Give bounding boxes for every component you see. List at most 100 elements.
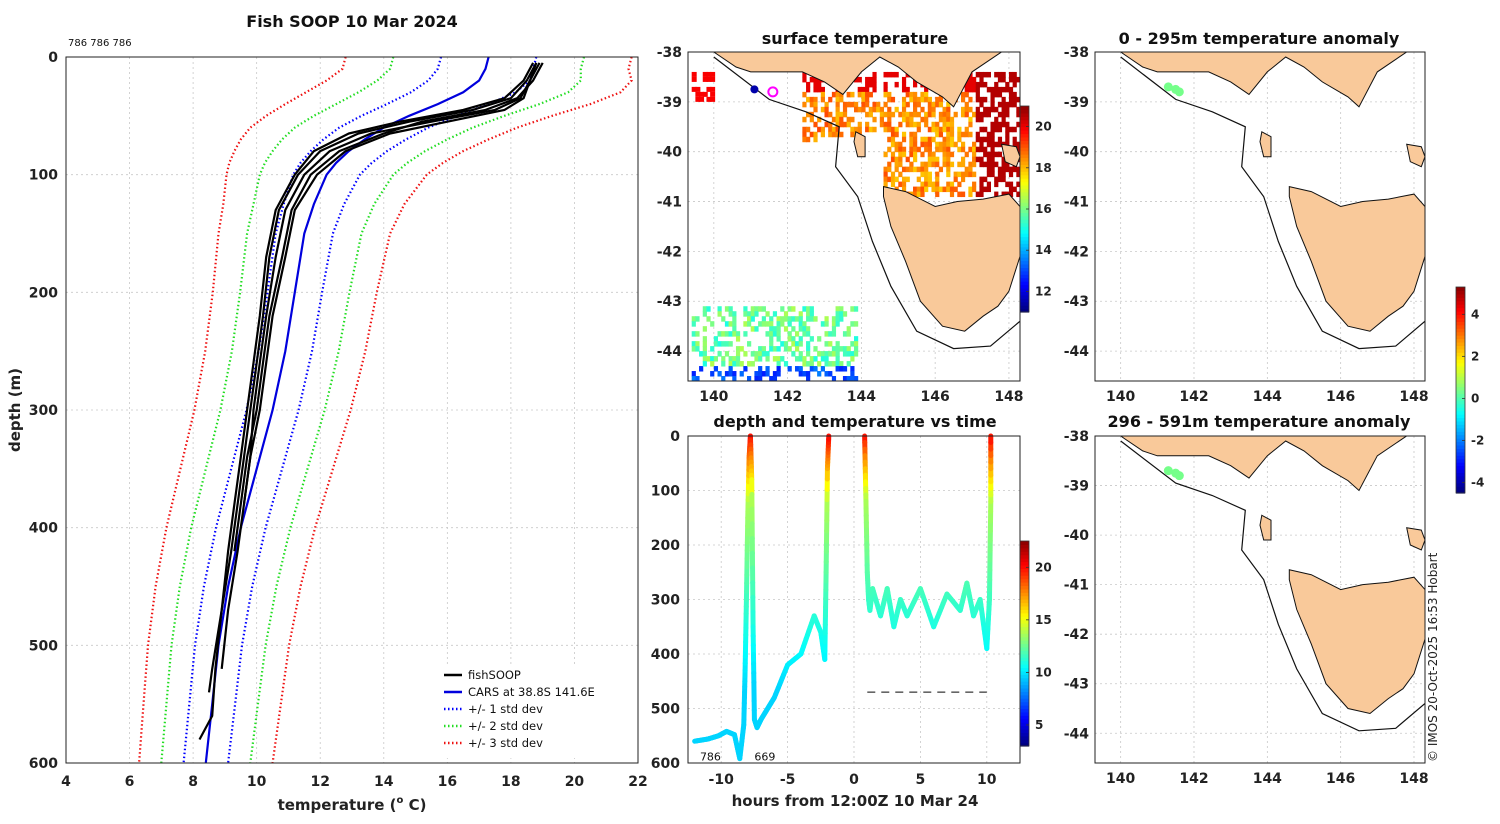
colorbar-segment (1456, 366, 1465, 370)
sst-pixel (946, 137, 950, 142)
y-tick-label: 100 (29, 168, 58, 184)
colorbar-segment (1020, 719, 1029, 723)
x-tick-label: 16 (438, 774, 457, 790)
sst-pixel (692, 77, 697, 82)
sst-pixel (769, 336, 773, 341)
copyright-note: © IMOS 20-Oct-2025 16:53 Hobart (1426, 552, 1440, 762)
sst-pixel (884, 172, 888, 177)
sst-pixel (917, 177, 921, 182)
sst-pixel (884, 122, 888, 127)
colorbar-segment (1456, 352, 1465, 356)
colorbar-segment (1456, 445, 1465, 449)
colorbar-segment (1020, 144, 1029, 148)
sst-pixel (924, 122, 928, 127)
sst-pixel (828, 361, 832, 366)
sst-pixel (1009, 77, 1013, 82)
sst-pixel (920, 107, 924, 112)
sst-pixel (946, 127, 950, 132)
sst-pixel (795, 316, 799, 321)
colorbar-segment (1020, 736, 1029, 740)
sst-pixel (902, 147, 906, 152)
sst-pixel (902, 97, 906, 102)
sst-pixel (710, 87, 715, 92)
sst-pixel (872, 117, 876, 122)
colorbar-segment (1020, 226, 1029, 230)
sst-pixel (895, 177, 899, 182)
sst-pixel (887, 122, 891, 127)
sst-pixel (913, 82, 917, 87)
sst-pixel (1009, 72, 1013, 77)
sst-pixel (692, 371, 696, 376)
sst-pixel (965, 127, 969, 132)
sst-pixel (706, 316, 710, 321)
sst-pixel (872, 87, 876, 92)
sst-pixel (898, 147, 902, 152)
map-y-tick-label: -39 (1064, 95, 1089, 111)
sst-pixel (917, 102, 921, 107)
sst-pixel (931, 102, 935, 107)
sst-pixel (931, 107, 935, 112)
sst-pixel (813, 356, 817, 361)
colorbar-segment (1456, 421, 1465, 425)
colorbar-segment (1020, 254, 1029, 258)
colorbar-segment (1456, 294, 1465, 298)
ts-annotation-786: 786 (700, 750, 721, 763)
map-y-tick-label: -42 (1064, 627, 1089, 643)
colorbar-segment (1456, 325, 1465, 329)
sst-pixel (924, 112, 928, 117)
sst-pixel (1002, 122, 1006, 127)
sst-pixel (931, 157, 935, 162)
sst-pixel (725, 321, 729, 326)
sst-pixel (990, 97, 994, 102)
sst-pixel (909, 92, 913, 97)
sst-pixel (935, 147, 939, 152)
sst-pixel (813, 137, 817, 142)
sst-pixel (850, 102, 854, 107)
sst-pixel (990, 127, 994, 132)
y-tick-label: 300 (651, 593, 680, 609)
sst-pixel (887, 177, 891, 182)
sst-pixel (884, 127, 888, 132)
colorbar-segment (1456, 435, 1465, 439)
sst-pixel (777, 336, 781, 341)
sst-pixel (743, 321, 747, 326)
colorbar-segment (1020, 223, 1029, 227)
sst-pixel (729, 311, 733, 316)
colorbar-segment (1456, 431, 1465, 435)
sst-pixel (880, 107, 884, 112)
sst-pixel (1002, 172, 1006, 177)
sst-pixel (788, 336, 792, 341)
sst-pixel (935, 177, 939, 182)
sst-pixel (909, 117, 913, 122)
sst-pixel (950, 187, 954, 192)
sst-pixel (943, 117, 947, 122)
sst-pixel (965, 112, 969, 117)
sst-pixel (994, 162, 998, 167)
y-tick-label: 400 (651, 647, 680, 663)
map-y-tick-label: -40 (1064, 528, 1090, 544)
sst-pixel (858, 127, 862, 132)
profile-legend: fishSOOP CARS at 38.8S 141.6E +/- 1 std … (438, 664, 634, 758)
sst-pixel (747, 316, 751, 321)
sst-pixel (994, 142, 998, 147)
timeseries-data (695, 436, 991, 759)
sst-map-title: surface temperature (762, 29, 949, 48)
sst-pixel (935, 157, 939, 162)
sst-pixel (850, 321, 854, 326)
sst-pixel (850, 92, 854, 97)
sst-pixel (913, 157, 917, 162)
sst-pixel (854, 341, 858, 346)
sst-pixel (983, 187, 987, 192)
sst-pixel (839, 97, 843, 102)
sst-pixel (843, 122, 847, 127)
sst-pixel (777, 346, 781, 351)
colorbar-segment (1020, 650, 1029, 654)
sst-pixel (836, 97, 840, 102)
sst-pixel (946, 107, 950, 112)
sst-pixel (979, 182, 983, 187)
sst-pixel (854, 351, 858, 356)
sst-pixel (806, 351, 810, 356)
sst-pixel (976, 87, 980, 92)
sst-pixel (928, 177, 932, 182)
sst-pixel (961, 172, 965, 177)
